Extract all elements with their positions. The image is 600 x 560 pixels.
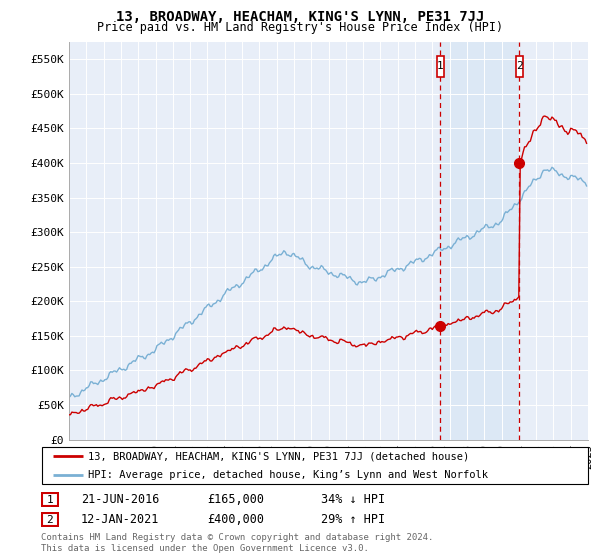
Text: 13, BROADWAY, HEACHAM, KING'S LYNN, PE31 7JJ: 13, BROADWAY, HEACHAM, KING'S LYNN, PE31… [116,10,484,24]
Text: Contains HM Land Registry data © Crown copyright and database right 2024.
This d: Contains HM Land Registry data © Crown c… [41,533,433,553]
Text: £165,000: £165,000 [207,493,264,506]
FancyBboxPatch shape [437,56,444,77]
Text: 2: 2 [46,515,53,525]
FancyBboxPatch shape [42,447,588,484]
Bar [440,42,520,440]
Text: 13, BROADWAY, HEACHAM, KING'S LYNN, PE31 7JJ (detached house): 13, BROADWAY, HEACHAM, KING'S LYNN, PE31… [88,451,470,461]
FancyBboxPatch shape [516,56,523,77]
Text: HPI: Average price, detached house, King’s Lynn and West Norfolk: HPI: Average price, detached house, King… [88,470,488,480]
FancyBboxPatch shape [42,493,58,506]
Text: Price paid vs. HM Land Registry's House Price Index (HPI): Price paid vs. HM Land Registry's House … [97,21,503,34]
FancyBboxPatch shape [42,513,58,526]
Text: 12-JAN-2021: 12-JAN-2021 [81,513,160,526]
Text: £400,000: £400,000 [207,513,264,526]
Text: 1: 1 [46,494,53,505]
Text: 34% ↓ HPI: 34% ↓ HPI [321,493,385,506]
Text: 29% ↑ HPI: 29% ↑ HPI [321,513,385,526]
Text: 21-JUN-2016: 21-JUN-2016 [81,493,160,506]
Text: 2: 2 [516,61,523,71]
Text: 1: 1 [437,61,444,71]
